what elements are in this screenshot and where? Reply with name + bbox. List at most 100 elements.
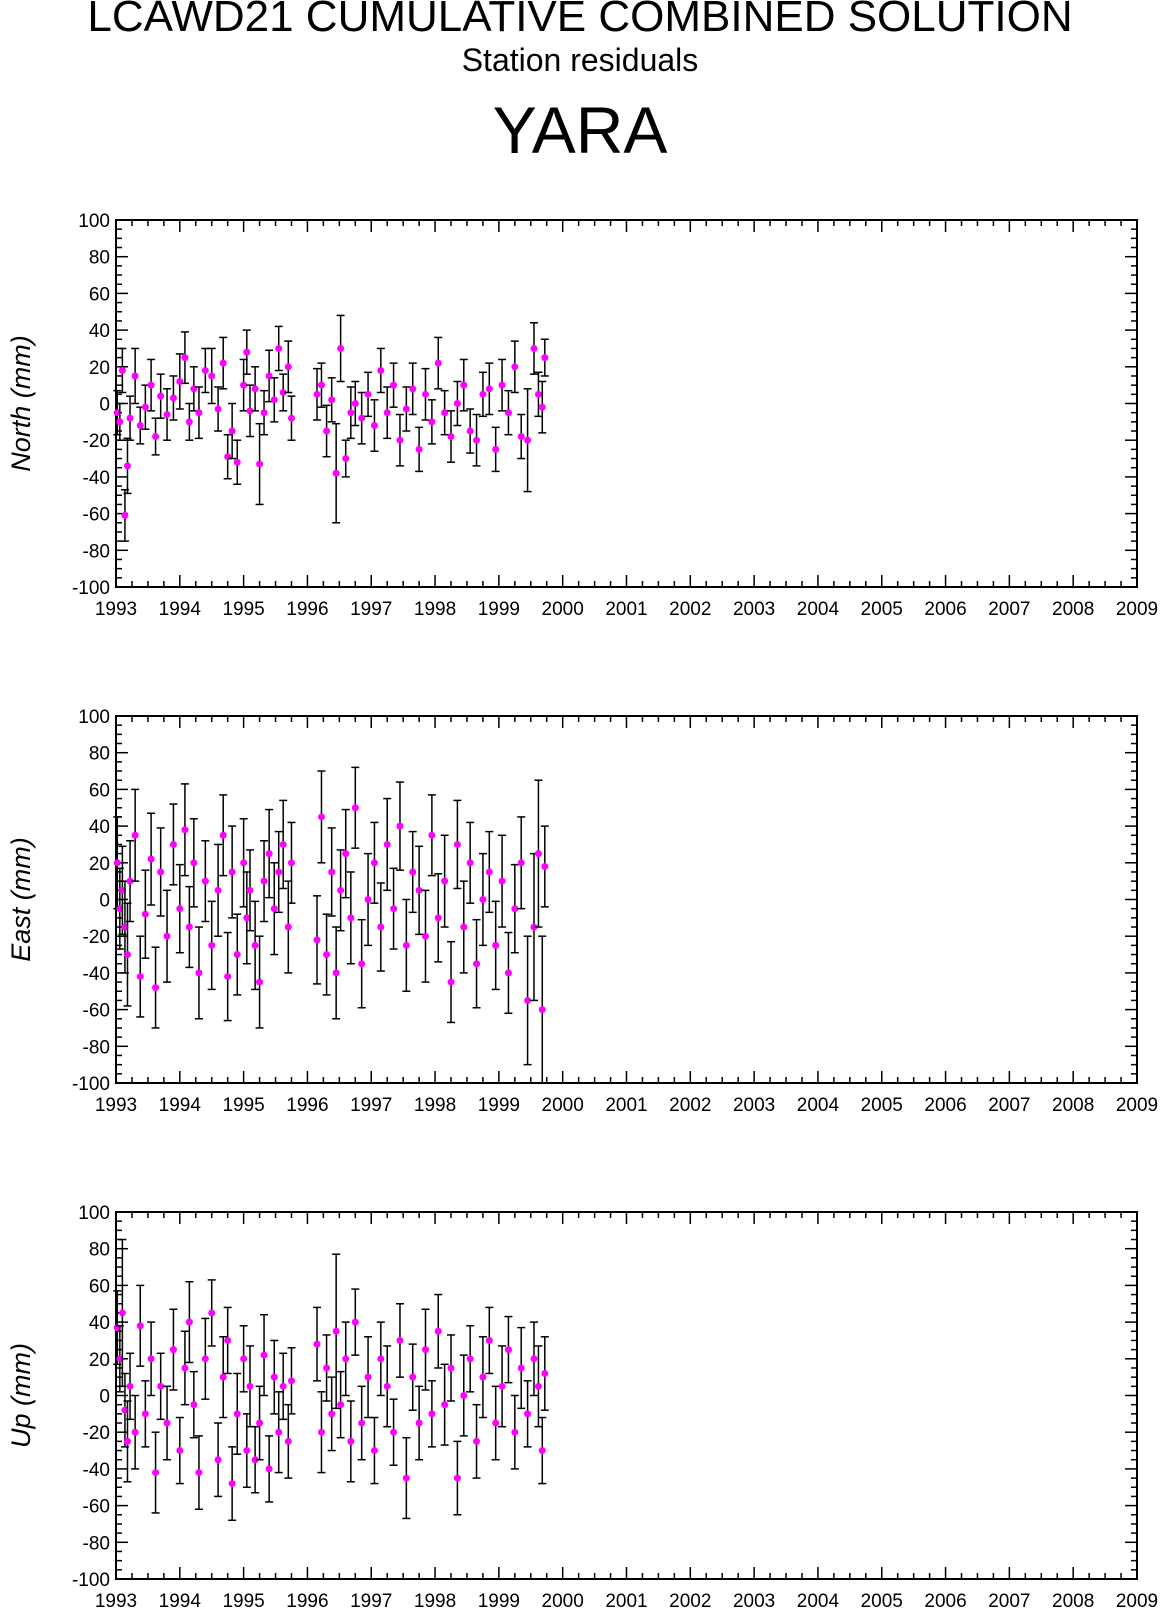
east-data-point bbox=[460, 923, 468, 931]
east-data-point bbox=[118, 886, 126, 894]
up-data-point bbox=[492, 1419, 500, 1427]
north-data-point bbox=[185, 418, 193, 426]
east-data-point bbox=[530, 923, 538, 931]
east-data-point bbox=[317, 813, 325, 821]
north-data-point bbox=[275, 344, 283, 352]
up-data-point bbox=[190, 1401, 198, 1409]
east-data-point bbox=[126, 877, 134, 885]
up-data-point bbox=[116, 1355, 124, 1363]
up-xtick-label: 1997 bbox=[350, 1591, 392, 1612]
north-xtick-label: 2004 bbox=[797, 599, 840, 620]
east-data-point bbox=[524, 996, 532, 1004]
up-data-point bbox=[208, 1309, 216, 1317]
up-ytick-label: 40 bbox=[89, 1313, 110, 1334]
east-data-point bbox=[121, 923, 129, 931]
up-xtick-label: 1996 bbox=[286, 1591, 328, 1612]
up-data-point bbox=[541, 1369, 549, 1377]
east-data-point bbox=[370, 859, 378, 867]
up-data-point bbox=[181, 1364, 189, 1372]
east-xtick-label: 2007 bbox=[988, 1095, 1030, 1116]
east-axis-label: East (mm) bbox=[6, 837, 36, 962]
north-ytick-label: 60 bbox=[89, 284, 110, 305]
up-data-point bbox=[370, 1447, 378, 1455]
north-ytick-label: -60 bbox=[83, 505, 110, 526]
up-xtick-label: 1995 bbox=[222, 1591, 264, 1612]
up-xtick-label: 2000 bbox=[542, 1591, 584, 1612]
east-ytick-label: -80 bbox=[83, 1037, 110, 1058]
north-xtick-label: 1996 bbox=[286, 599, 328, 620]
north-data-point bbox=[147, 381, 155, 389]
north-xtick-label: 1994 bbox=[159, 599, 202, 620]
east-ytick-label: 80 bbox=[89, 744, 110, 765]
north-xtick-label: 2001 bbox=[605, 599, 647, 620]
north-xtick-label: 1997 bbox=[350, 599, 392, 620]
up-data-point bbox=[152, 1469, 160, 1477]
chart-subtitle: Station residuals bbox=[461, 42, 699, 78]
east-data-point bbox=[287, 859, 295, 867]
up-data-point bbox=[214, 1456, 222, 1464]
north-data-point bbox=[377, 366, 385, 374]
east-data-point bbox=[337, 886, 345, 894]
east-data-point bbox=[428, 831, 436, 839]
north-data-point bbox=[466, 427, 474, 435]
up-data-point bbox=[479, 1373, 487, 1381]
up-ytick-label: 60 bbox=[89, 1276, 110, 1297]
east-data-point bbox=[421, 932, 429, 940]
north-data-point bbox=[116, 418, 124, 426]
up-data-point bbox=[466, 1355, 474, 1363]
up-axis-label: Up (mm) bbox=[6, 1343, 36, 1448]
north-data-point bbox=[121, 511, 129, 519]
up-data-point bbox=[524, 1410, 532, 1418]
up-data-point bbox=[409, 1373, 417, 1381]
up-data-point bbox=[157, 1382, 165, 1390]
north-data-point bbox=[233, 458, 241, 466]
north-data-point bbox=[453, 400, 461, 407]
up-data-point bbox=[337, 1401, 345, 1409]
up-data-point bbox=[228, 1480, 236, 1488]
up-data-point bbox=[246, 1382, 254, 1390]
north-data-point bbox=[498, 381, 506, 389]
north-data-point bbox=[447, 433, 455, 441]
east-data-point bbox=[534, 850, 542, 858]
north-data-point bbox=[415, 445, 423, 453]
up-data-point bbox=[126, 1382, 134, 1390]
north-data-point bbox=[113, 409, 121, 417]
up-data-point bbox=[396, 1336, 404, 1344]
up-data-point bbox=[383, 1382, 391, 1390]
east-data-point bbox=[498, 877, 506, 885]
up-data-point bbox=[332, 1327, 340, 1335]
north-data-point bbox=[517, 433, 525, 441]
north-xtick-label: 2005 bbox=[861, 599, 903, 620]
up-data-point bbox=[415, 1419, 423, 1427]
east-data-point bbox=[328, 868, 336, 876]
north-data-point bbox=[421, 390, 429, 398]
east-data-point bbox=[219, 831, 227, 839]
up-ytick-label: -20 bbox=[83, 1423, 110, 1444]
up-data-point bbox=[219, 1373, 227, 1381]
up-xtick-label: 2003 bbox=[733, 1591, 775, 1612]
north-ytick-label: 80 bbox=[89, 248, 110, 269]
north-xtick-label: 1999 bbox=[478, 599, 520, 620]
north-xtick-label: 2009 bbox=[1116, 599, 1158, 620]
north-data-point bbox=[126, 414, 134, 422]
east-data-point bbox=[358, 960, 366, 968]
east-xtick-label: 2000 bbox=[542, 1095, 584, 1116]
up-data-point bbox=[185, 1318, 193, 1326]
up-data-point bbox=[118, 1309, 126, 1317]
up-ytick-label: -60 bbox=[83, 1497, 110, 1518]
up-data-point bbox=[284, 1437, 292, 1445]
up-data-point bbox=[328, 1410, 336, 1418]
north-data-point bbox=[317, 381, 325, 389]
north-data-point bbox=[534, 390, 542, 398]
east-data-point bbox=[152, 984, 160, 992]
east-data-point bbox=[396, 822, 404, 830]
east-data-point bbox=[176, 905, 184, 913]
north-ytick-label: -40 bbox=[83, 468, 110, 489]
east-data-point bbox=[131, 831, 139, 839]
east-data-point bbox=[364, 896, 372, 903]
north-data-point bbox=[364, 390, 372, 398]
north-axis-label: North (mm) bbox=[6, 335, 36, 472]
up-ytick-label: 80 bbox=[89, 1240, 110, 1261]
north-data-point bbox=[201, 366, 209, 374]
north-ytick-label: 40 bbox=[89, 321, 110, 342]
